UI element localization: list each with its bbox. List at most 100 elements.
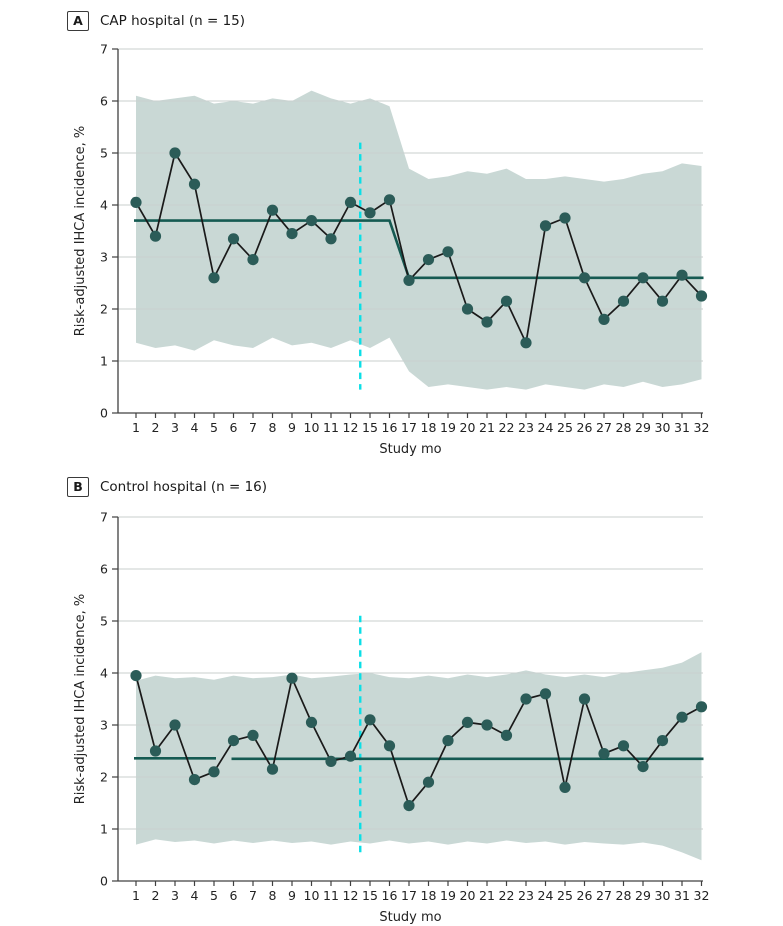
x-tick-label-23: 23 xyxy=(518,420,534,435)
data-point-month-29 xyxy=(637,272,649,284)
x-tick-label-9: 9 xyxy=(288,420,296,435)
x-tick-label-17: 17 xyxy=(401,888,417,903)
x-tick-label-24: 24 xyxy=(538,420,554,435)
y-tick-label-0: 0 xyxy=(100,874,108,889)
x-tick-label-19: 19 xyxy=(440,888,456,903)
data-point-month-22 xyxy=(500,729,513,741)
x-tick-label-17: 17 xyxy=(401,420,417,435)
data-point-month-1 xyxy=(130,670,142,682)
x-tick-label-29: 29 xyxy=(635,888,651,903)
panel-b-header: B Control hospital (n = 16) xyxy=(67,477,267,497)
x-tick-label-10: 10 xyxy=(304,420,320,435)
x-tick-label-4: 4 xyxy=(191,420,199,435)
x-tick-label-21: 21 xyxy=(479,420,495,435)
data-point-month-6 xyxy=(227,735,240,747)
data-point-month-10 xyxy=(305,716,318,728)
x-tick-label-18: 18 xyxy=(421,888,437,903)
x-tick-label-2: 2 xyxy=(152,420,160,435)
data-point-month-9 xyxy=(286,228,298,240)
data-point-month-26 xyxy=(578,693,591,705)
x-tick-label-32: 32 xyxy=(694,420,710,435)
x-axis-title: Study mo xyxy=(379,910,441,925)
x-tick-label-29: 29 xyxy=(635,420,651,435)
data-point-month-32 xyxy=(695,701,708,713)
y-tick-label-6: 6 xyxy=(100,562,108,577)
mean-line-segment-1 xyxy=(134,219,704,280)
y-tick-label-1: 1 xyxy=(100,354,108,369)
x-tick-label-18: 18 xyxy=(421,420,437,435)
data-point-month-11 xyxy=(325,233,337,245)
panel-a-key-badge: A xyxy=(67,11,89,31)
y-tick-label-3: 3 xyxy=(100,250,108,265)
data-point-month-24 xyxy=(539,220,552,232)
data-point-month-27 xyxy=(598,748,610,760)
data-point-month-26 xyxy=(578,272,591,284)
x-tick-label-3: 3 xyxy=(171,888,179,903)
data-point-month-24 xyxy=(539,688,552,700)
x-tick-label-20: 20 xyxy=(460,420,476,435)
y-tick-label-5: 5 xyxy=(100,146,108,161)
data-point-month-2 xyxy=(149,745,162,757)
data-point-month-18 xyxy=(422,254,435,266)
data-point-month-18 xyxy=(422,776,435,788)
y-tick-label-2: 2 xyxy=(100,770,108,785)
y-tick-label-0: 0 xyxy=(100,406,108,421)
y-tick-label-3: 3 xyxy=(100,718,108,733)
data-point-month-31 xyxy=(676,711,688,723)
x-tick-label-31: 31 xyxy=(674,888,690,903)
data-point-month-7 xyxy=(247,254,259,266)
x-tick-label-7: 7 xyxy=(249,420,257,435)
x-tick-label-15: 15 xyxy=(362,888,378,903)
data-point-month-25 xyxy=(559,781,571,793)
panel-b-key-badge: B xyxy=(67,477,89,497)
x-tick-label-6: 6 xyxy=(230,420,238,435)
x-axis-title: Study mo xyxy=(379,442,441,457)
data-point-month-5 xyxy=(208,766,220,778)
x-tick-label-15: 15 xyxy=(362,420,378,435)
x-tick-label-7: 7 xyxy=(249,888,257,903)
y-tick-label-2: 2 xyxy=(100,302,108,317)
y-tick-label-7: 7 xyxy=(100,510,108,525)
x-tick-label-24: 24 xyxy=(538,888,554,903)
data-point-month-29 xyxy=(637,761,649,773)
x-tick-label-1: 1 xyxy=(132,420,140,435)
x-tick-label-10: 10 xyxy=(304,888,320,903)
x-tick-label-22: 22 xyxy=(499,888,515,903)
x-tick-label-5: 5 xyxy=(210,420,218,435)
x-tick-label-25: 25 xyxy=(557,888,573,903)
data-point-month-17 xyxy=(403,800,415,812)
x-tick-label-31: 31 xyxy=(674,420,690,435)
data-point-month-2 xyxy=(149,230,162,242)
data-point-month-12 xyxy=(344,196,357,208)
y-tick-label-6: 6 xyxy=(100,94,108,109)
x-tick-label-26: 26 xyxy=(577,888,593,903)
data-point-month-20 xyxy=(461,716,474,728)
y-tick-label-5: 5 xyxy=(100,614,108,629)
x-tick-label-32: 32 xyxy=(694,888,710,903)
data-point-month-27 xyxy=(598,313,610,325)
x-tick-label-12: 12 xyxy=(343,888,359,903)
data-point-month-8 xyxy=(266,204,279,216)
data-point-month-10 xyxy=(305,215,318,227)
data-point-month-9 xyxy=(286,672,298,684)
data-point-month-21 xyxy=(481,316,493,328)
x-tick-label-8: 8 xyxy=(269,420,277,435)
data-point-month-25 xyxy=(559,212,571,224)
x-tick-label-26: 26 xyxy=(577,420,593,435)
data-point-month-15 xyxy=(364,714,376,726)
data-point-month-11 xyxy=(325,755,337,767)
data-point-month-17 xyxy=(403,274,415,286)
x-tick-label-20: 20 xyxy=(460,888,476,903)
data-point-month-16 xyxy=(383,740,396,752)
y-axis-title: Risk-adjusted IHCA incidence, % xyxy=(73,594,88,805)
data-point-month-30 xyxy=(656,735,669,747)
x-tick-label-30: 30 xyxy=(655,888,671,903)
y-tick-label-7: 7 xyxy=(100,42,108,57)
x-tick-label-22: 22 xyxy=(499,420,515,435)
x-tick-label-25: 25 xyxy=(557,420,573,435)
x-tick-label-11: 11 xyxy=(323,888,339,903)
confidence-band xyxy=(136,652,702,861)
